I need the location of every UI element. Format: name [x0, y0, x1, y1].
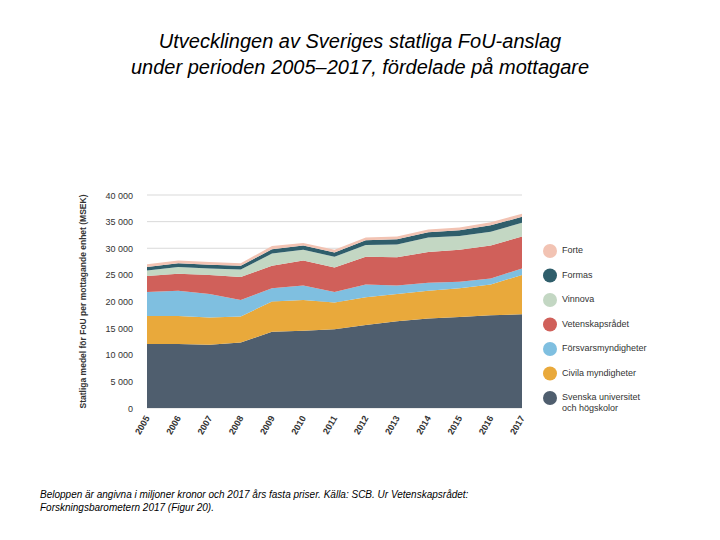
y-tick-label: 5 000 [110, 377, 133, 387]
x-tick-label: 2007 [196, 414, 215, 436]
legend-label: Vinnova [562, 294, 657, 305]
x-tick-label: 2012 [352, 414, 371, 436]
area [147, 214, 522, 267]
y-tick-label: 25 000 [105, 270, 133, 280]
y-tick-label: 40 000 [105, 191, 133, 201]
legend-swatch [543, 269, 557, 283]
legend-swatch [543, 342, 557, 356]
x-tick-label: 2015 [446, 414, 465, 436]
legend-label: Civila myndigheter [562, 368, 657, 379]
x-tick-label: 2011 [321, 414, 339, 436]
y-tick-label: 30 000 [105, 244, 133, 254]
grid-line [147, 195, 522, 196]
y-tick-label: 0 [128, 404, 133, 414]
y-tick-label: 35 000 [105, 217, 133, 227]
caption: Beloppen är angivna i miljoner kronor oc… [40, 488, 560, 514]
x-tick-label: 2014 [414, 414, 433, 436]
legend-swatch [543, 244, 557, 258]
chart: 0 5 000 10 000 15 000 20 000 25 000 30 000 35 0… [0, 0, 720, 540]
legend-label: Formas [562, 270, 657, 281]
caption-line: Forskningsbarometern 2017 (Figur 20). [40, 501, 560, 514]
x-tick-label: 2006 [164, 414, 183, 436]
x-tick-label: 2016 [477, 414, 496, 436]
x-tick-label: 2009 [258, 414, 277, 436]
y-tick-label: 15 000 [105, 324, 133, 334]
x-tick-label: 2017 [508, 414, 527, 436]
x-tick-label: 2010 [289, 414, 308, 436]
legend-label: Försvarsmyndigheter [562, 343, 657, 354]
legend-label: Vetenskapsrådet [562, 319, 657, 330]
legend-swatch [543, 293, 557, 307]
legend-swatch [543, 391, 557, 405]
y-tick-label: 20 000 [105, 297, 133, 307]
caption-line: Beloppen är angivna i miljoner kronor oc… [40, 488, 560, 501]
page: Utvecklingen av Sveriges statliga FoU-an… [0, 0, 720, 540]
x-tick-label: 2005 [133, 414, 152, 436]
y-axis-label: Statliga medel för FoU per mottagande en… [78, 194, 88, 408]
x-tick-label: 2013 [383, 414, 402, 436]
title: Utvecklingen av Sveriges statliga FoU-an… [80, 28, 640, 80]
legend-label: Forte [562, 245, 657, 256]
legend-swatch [543, 318, 557, 332]
x-tick-label: 2008 [227, 414, 246, 436]
legend-swatch [543, 367, 557, 381]
legend-label: Svenska universitet och högskolor [562, 392, 657, 414]
areas [147, 214, 522, 408]
grid-line [147, 221, 522, 222]
y-tick-label: 10 000 [105, 350, 133, 360]
